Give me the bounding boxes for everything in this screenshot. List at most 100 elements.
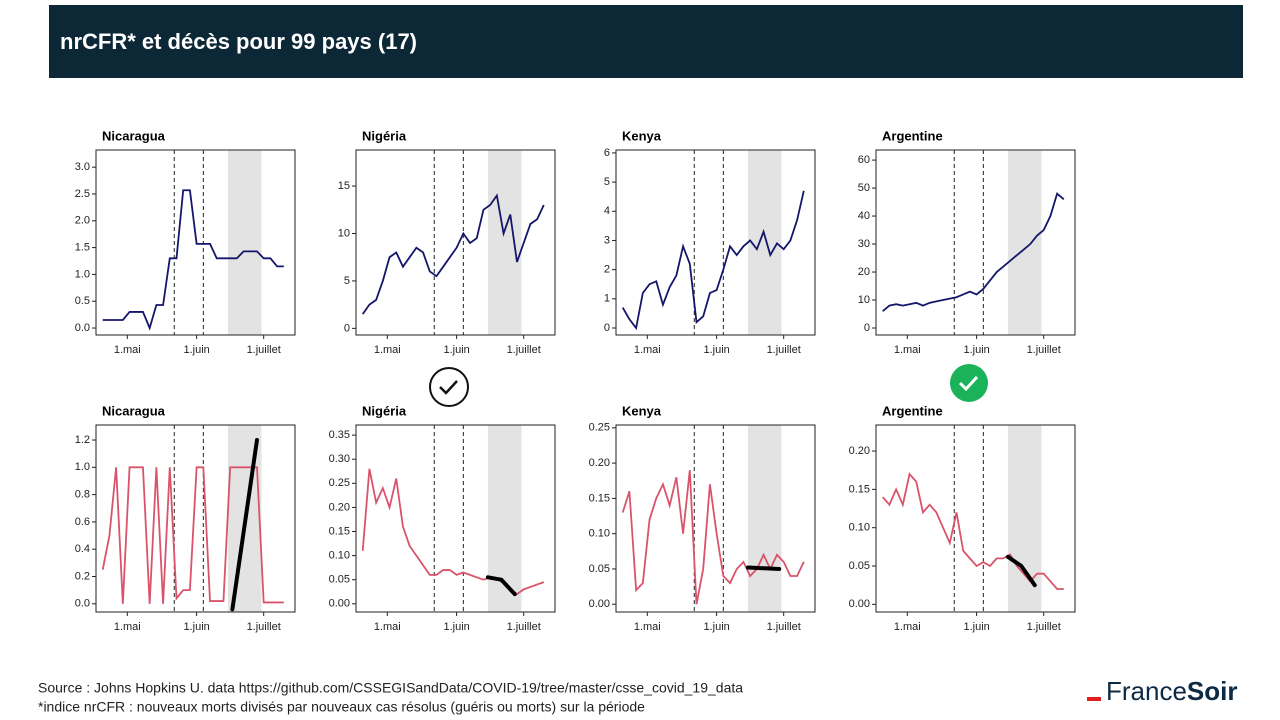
chart-title: Nicaragua	[102, 128, 166, 143]
x-tick-label: 1.juin	[183, 621, 209, 633]
x-tick-label: 1.juillet	[247, 344, 281, 356]
header-bar	[49, 5, 1243, 78]
data-line	[361, 193, 545, 315]
shaded-period	[1007, 425, 1042, 612]
x-tick-label: 1.juillet	[507, 344, 541, 356]
slide-title: nrCFR* et décès pour 99 pays (17)	[60, 29, 417, 54]
logo-second: Soir	[1187, 676, 1238, 706]
x-tick-label: 1.mai	[114, 344, 141, 356]
logo: FranceSoir	[1106, 676, 1238, 706]
y-tick-label: 0.4	[75, 543, 90, 555]
y-tick-label: 0.6	[75, 516, 90, 528]
plot-frame	[355, 424, 556, 613]
chart-panel: Argentine 0.00 0.05 0.10 0.15 0.20 1.mai 1.juin…	[849, 403, 1076, 633]
y-tick-label: 0.10	[329, 550, 350, 562]
y-tick-label: 0.10	[849, 522, 870, 534]
y-tick-label: 1.2	[75, 434, 90, 446]
y-tick-label: 2.5	[75, 188, 90, 200]
y-tick-label: 0.30	[329, 453, 350, 465]
x-tick-label: 1.mai	[374, 621, 401, 633]
y-tick-label: 10	[338, 227, 350, 239]
plot-frame	[355, 149, 556, 336]
y-tick-label: 0.05	[329, 574, 350, 586]
y-tick-label: 0.15	[589, 492, 610, 504]
shaded-period	[1007, 150, 1042, 335]
x-tick-label: 1.juin	[443, 621, 469, 633]
y-tick-label: 0.35	[329, 429, 350, 441]
y-tick-label: 20	[858, 266, 870, 278]
plot-frame	[875, 424, 1076, 613]
y-tick-label: 0.20	[589, 457, 610, 469]
x-tick-label: 1.juillet	[767, 621, 801, 633]
y-tick-label: 0	[864, 322, 870, 334]
y-tick-label: 0.20	[329, 501, 350, 513]
x-tick-label: 1.juin	[963, 344, 989, 356]
chart-title: Argentine	[882, 128, 943, 143]
y-tick-label: 0.00	[849, 598, 870, 610]
y-tick-label: 0	[604, 322, 610, 334]
shaded-period	[227, 150, 262, 335]
shaded-period	[747, 425, 782, 612]
y-tick-label: 2	[604, 264, 610, 276]
data-line	[621, 190, 805, 331]
x-tick-label: 1.juin	[183, 344, 209, 356]
data-line	[102, 189, 284, 331]
plot-frame	[95, 149, 296, 336]
y-tick-label: 10	[858, 294, 870, 306]
y-tick-label: 0.0	[75, 598, 90, 610]
chart-panel: Nigéria 0 5 10 15 1.mai 1.juin 1.juillet	[338, 128, 556, 356]
shaded-period	[487, 150, 522, 335]
y-tick-label: 0.00	[589, 598, 610, 610]
chart-title: Nigéria	[362, 403, 407, 418]
y-tick-label: 0	[344, 322, 350, 334]
logo-dash	[1087, 697, 1101, 701]
data-line	[882, 192, 1065, 312]
trend-line	[230, 438, 259, 612]
note-text: *indice nrCFR : nouveaux morts divisés p…	[38, 699, 645, 715]
x-tick-label: 1.mai	[894, 621, 921, 633]
x-tick-label: 1.juillet	[507, 621, 541, 633]
y-tick-label: 0.8	[75, 489, 90, 501]
y-tick-label: 40	[858, 210, 870, 222]
x-tick-label: 1.juin	[703, 344, 729, 356]
y-tick-label: 0.05	[589, 563, 610, 575]
trend-line	[485, 575, 517, 597]
plot-frame	[615, 149, 816, 336]
y-tick-label: 0.15	[329, 525, 350, 537]
y-tick-label: 0.0	[75, 322, 90, 334]
y-tick-label: 0.20	[849, 445, 870, 457]
x-tick-label: 1.juillet	[1027, 344, 1061, 356]
x-tick-label: 1.mai	[374, 344, 401, 356]
y-tick-label: 3	[604, 234, 610, 246]
x-tick-label: 1.juillet	[247, 621, 281, 633]
y-tick-label: 0.00	[329, 598, 350, 610]
y-tick-label: 0.25	[329, 477, 350, 489]
y-tick-label: 60	[858, 154, 870, 166]
logo-first: France	[1106, 676, 1187, 706]
trend-line	[1005, 554, 1037, 588]
chart-title: Kenya	[622, 403, 662, 418]
data-line	[621, 470, 805, 605]
y-tick-label: 0.15	[849, 483, 870, 495]
x-tick-label: 1.mai	[894, 344, 921, 356]
trend-line	[745, 565, 782, 571]
check-icon	[429, 367, 469, 407]
x-tick-label: 1.mai	[634, 621, 661, 633]
source-text: Source : Johns Hopkins U. data https://g…	[38, 680, 743, 696]
chart-panel: Nicaragua 0.0 0.5 1.0 1.5 2.0 2.5 3.0 1.mai 1.jui…	[75, 128, 296, 356]
y-tick-label: 0.5	[75, 295, 90, 307]
chart-panel: Kenya 0 1 2 3 4 5 6 1.mai 1.juin 1.juillet	[604, 128, 816, 356]
check-icon-green	[950, 364, 988, 402]
chart-title: Argentine	[882, 403, 943, 418]
data-line	[882, 472, 1064, 590]
y-tick-label: 0.10	[589, 528, 610, 540]
y-tick-label: 0.2	[75, 570, 90, 582]
plot-frame	[95, 424, 296, 613]
plot-frame	[615, 424, 816, 613]
y-tick-label: 1	[604, 293, 610, 305]
x-tick-label: 1.mai	[114, 621, 141, 633]
y-tick-label: 0.25	[589, 422, 610, 434]
y-tick-label: 1.5	[75, 242, 90, 254]
x-tick-label: 1.juillet	[1027, 621, 1061, 633]
chart-panel: Nicaragua 0.0 0.2 0.4 0.6 0.8 1.0 1.2 1.mai 1.jui…	[75, 403, 296, 633]
